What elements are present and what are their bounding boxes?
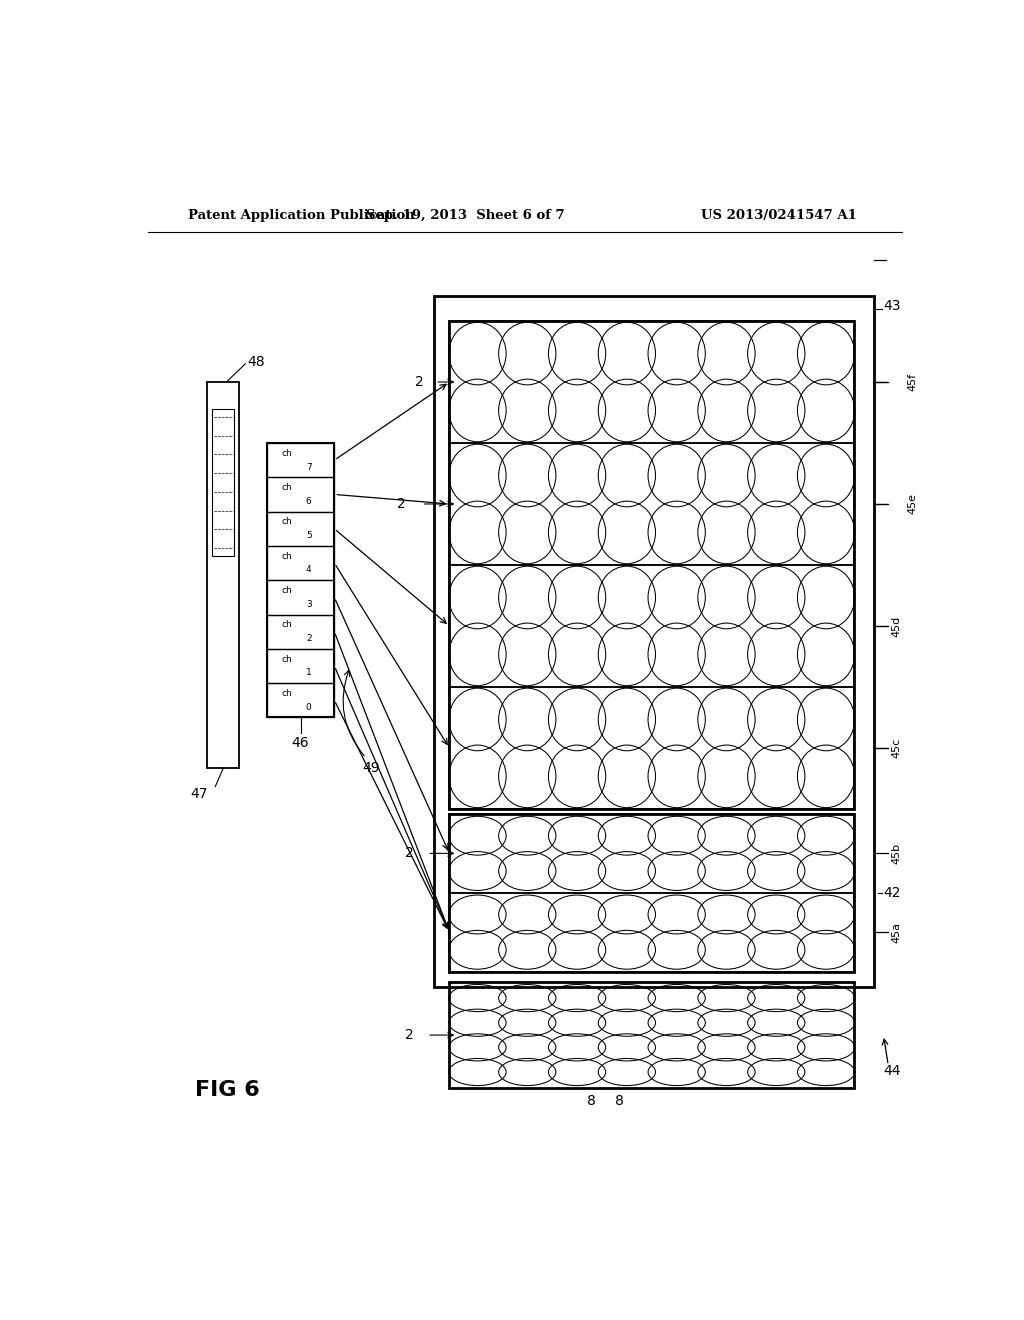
Text: US 2013/0241547 A1: US 2013/0241547 A1	[700, 209, 857, 222]
Text: 2: 2	[406, 1028, 414, 1041]
Bar	[267, 615, 334, 649]
Text: 48: 48	[247, 355, 264, 368]
Text: ch: ch	[282, 483, 293, 492]
Bar	[450, 892, 854, 972]
Text: 45d: 45d	[891, 615, 901, 636]
Bar	[267, 581, 334, 615]
Text: 45b: 45b	[891, 842, 901, 863]
Text: 49: 49	[362, 762, 380, 775]
Text: Patent Application Publication: Patent Application Publication	[187, 209, 415, 222]
Text: FIG 6: FIG 6	[195, 1081, 259, 1101]
Text: 45e: 45e	[907, 494, 918, 515]
Bar	[267, 649, 334, 684]
Bar	[450, 321, 854, 444]
Bar	[207, 381, 240, 768]
Text: ch: ch	[282, 689, 293, 698]
Text: 8: 8	[615, 1093, 624, 1107]
Bar	[267, 512, 334, 546]
Text: 45f: 45f	[907, 374, 918, 391]
Bar	[267, 546, 334, 581]
Text: 46: 46	[292, 735, 309, 750]
Text: 47: 47	[190, 787, 208, 801]
Text: 5: 5	[306, 531, 311, 540]
Text: 1: 1	[306, 668, 311, 677]
Text: 2: 2	[397, 496, 407, 511]
Text: 45c: 45c	[891, 738, 901, 758]
Text: 2: 2	[306, 634, 311, 643]
Bar	[450, 814, 854, 972]
Text: ch: ch	[282, 620, 293, 630]
Bar	[450, 444, 854, 565]
Text: 3: 3	[306, 599, 311, 609]
Text: ch: ch	[282, 586, 293, 595]
Text: 44: 44	[884, 1064, 901, 1077]
Bar	[450, 982, 854, 1089]
Text: 43: 43	[884, 298, 901, 313]
Text: 0: 0	[306, 702, 311, 711]
Bar	[450, 686, 854, 809]
Bar	[267, 444, 334, 478]
Text: 7: 7	[306, 462, 311, 471]
Text: 2: 2	[406, 846, 414, 861]
Text: 2: 2	[415, 375, 424, 389]
Bar	[450, 565, 854, 686]
Text: ch: ch	[282, 517, 293, 527]
Text: 6: 6	[306, 496, 311, 506]
Text: ch: ch	[282, 449, 293, 458]
Text: 8: 8	[587, 1093, 596, 1107]
Text: ch: ch	[282, 655, 293, 664]
Text: 45a: 45a	[891, 921, 901, 942]
Text: Sep. 19, 2013  Sheet 6 of 7: Sep. 19, 2013 Sheet 6 of 7	[366, 209, 564, 222]
Text: ch: ch	[282, 552, 293, 561]
Bar	[433, 296, 874, 987]
Bar	[450, 321, 854, 809]
Text: 42: 42	[884, 886, 901, 900]
Text: 4: 4	[306, 565, 311, 574]
Bar	[450, 814, 854, 892]
Bar	[267, 684, 334, 718]
Bar	[212, 409, 234, 556]
Bar	[267, 444, 334, 718]
Bar	[267, 478, 334, 512]
